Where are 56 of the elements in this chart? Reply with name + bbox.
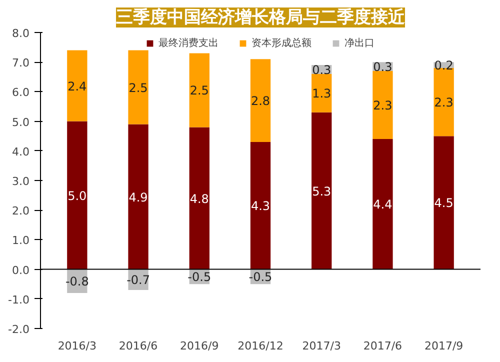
y-tick-label: -1.0 — [8, 293, 30, 306]
bar — [250, 59, 271, 142]
bar — [372, 70, 393, 140]
data-label: 4.8 — [190, 192, 209, 206]
data-label: -0.8 — [65, 274, 89, 289]
data-label: -0.5 — [248, 270, 272, 284]
legend-label: 最终消费支出 — [158, 36, 218, 50]
data-label: -0.7 — [126, 273, 150, 288]
data-label: 2.8 — [250, 94, 270, 108]
data-label: 4.4 — [373, 198, 392, 212]
legend-label: 资本形成总额 — [252, 36, 312, 50]
x-tick-label: 2016/3 — [58, 340, 97, 352]
data-label: 4.5 — [434, 196, 454, 210]
y-tick-label: 4.0 — [12, 145, 30, 158]
x-tick-label: 2016/12 — [238, 340, 284, 352]
data-label: 2.5 — [190, 84, 209, 98]
data-label: 1.3 — [312, 86, 332, 101]
bar — [189, 53, 210, 128]
data-label: 2.4 — [68, 79, 87, 94]
bar — [312, 112, 332, 270]
y-tick-label: 7.0 — [12, 56, 30, 70]
data-label: 0.3 — [373, 60, 392, 74]
y-tick-label: 5.0 — [12, 116, 30, 129]
bar — [434, 68, 454, 136]
data-label: 5.3 — [312, 184, 332, 198]
y-tick-label: 8.0 — [12, 27, 30, 40]
bar — [312, 74, 332, 112]
x-tick-label: 2016/6 — [118, 340, 158, 352]
bar — [67, 50, 88, 122]
data-label: 5.0 — [68, 188, 87, 203]
x-tick-label: 2016/9 — [180, 340, 219, 352]
x-tick-label: 2017/9 — [424, 340, 464, 352]
data-label: 4.9 — [128, 190, 148, 204]
y-tick-label: -2.0 — [8, 323, 30, 336]
data-label: -0.5 — [188, 270, 212, 284]
data-label: 2.3 — [434, 96, 454, 110]
legend-label: 净出口 — [344, 36, 374, 50]
y-tick-label: 2.0 — [12, 204, 30, 218]
y-tick-label: 3.0 — [12, 175, 30, 188]
chart-title: 三季度中国经济增长格局与二季度接近 — [116, 8, 406, 28]
data-label: 2.5 — [128, 80, 148, 95]
bar — [434, 136, 454, 270]
bar — [128, 124, 148, 270]
y-tick-label: 0.0 — [12, 264, 30, 277]
bar — [250, 142, 271, 270]
bar — [67, 121, 88, 270]
data-label: 2.3 — [373, 98, 392, 113]
bar — [372, 139, 393, 270]
bar — [128, 50, 148, 124]
bar — [189, 127, 210, 270]
y-tick-label: 6.0 — [12, 86, 30, 100]
data-label: 0.3 — [312, 63, 332, 77]
x-tick-label: 2017/6 — [363, 340, 402, 352]
data-label: 4.3 — [250, 199, 270, 214]
x-tick-label: 2017/3 — [302, 340, 341, 352]
y-tick-label: 1.0 — [12, 234, 30, 248]
